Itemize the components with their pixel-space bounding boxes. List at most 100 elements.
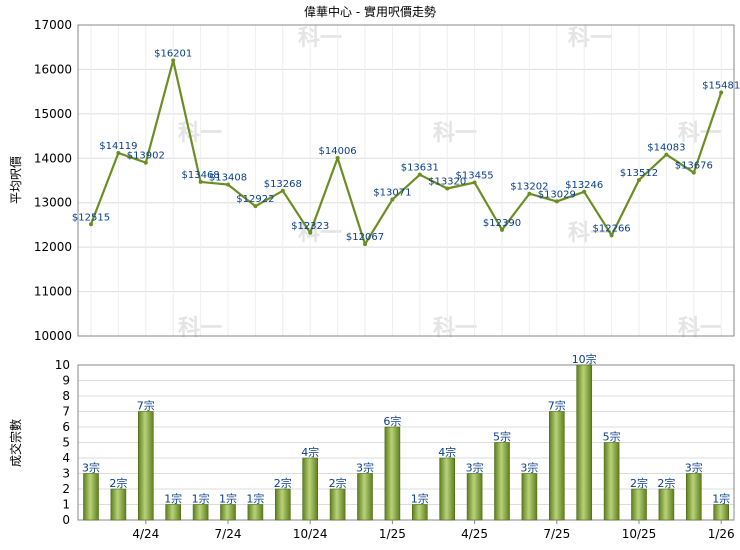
line-chart-y-ticks: 10000 11000 12000 13000 14000 15000 16000 17000 [34,18,72,343]
watermark-text: 科一 [178,316,222,341]
transaction-bar [576,364,593,521]
bar-chart-y-tick-label: 6 [62,420,70,434]
bar-chart-bars [83,364,730,521]
price-point [719,90,724,95]
line-chart-points [89,58,724,247]
price-label: $12067 [346,232,384,243]
transaction-label: 2宗 [329,476,347,490]
price-point [691,170,696,175]
transaction-bar [192,504,209,521]
bar-chart-y-tick-label: 2 [62,482,70,496]
price-point [89,222,93,227]
transaction-bar [494,442,510,521]
line-chart-y-tick-label: 16000 [34,62,72,76]
transaction-label: 6宗 [383,414,401,428]
transaction-bar [110,488,127,521]
price-point [280,188,285,193]
transaction-label: 1宗 [246,492,264,506]
price-point [253,204,258,209]
price-point [308,230,313,235]
price-point [143,160,148,165]
line-chart-frame [77,24,735,337]
chart-title: 偉華中心 - 實用呎價走勢 [304,4,436,19]
price-point [198,179,203,184]
transaction-label: 5宗 [493,430,511,444]
bar-chart-labels: 3宗 2宗 7宗 1宗 1宗 1宗 1宗 2宗 4宗 2宗 3宗 6宗 1宗 4宗 3宗 5宗 3宗 7宗 10宗 5… [82,352,730,506]
x-tick-label: 10/25 [622,527,657,541]
price-point [664,152,669,157]
price-point [582,189,587,194]
x-tick-label: 4/25 [461,527,488,541]
price-label: $16201 [154,48,192,59]
x-tick-label: 1/26 [708,527,735,541]
transaction-bar [685,473,702,521]
watermark-text: 科一 [568,26,612,51]
bar-chart-y-tick-label: 10 [55,358,70,372]
line-chart-y-tick-label: 14000 [34,151,72,165]
bar-chart-y-tick-label: 1 [62,498,70,512]
transaction-bar [83,473,99,521]
price-point [637,177,641,182]
bar-chart-y-tick-label: 0 [62,513,70,527]
price-point [609,233,614,238]
transaction-label: 1宗 [164,492,182,506]
price-line [89,59,723,246]
price-label: $13468 [182,170,220,181]
price-label: $14119 [99,141,137,152]
transaction-bar [357,473,373,521]
x-tick-label: 10/24 [293,527,328,541]
watermark-text: 科一 [433,121,477,146]
transaction-bar [713,504,730,521]
price-point [445,186,450,191]
bar-chart-y-ticks: 01 23 45 67 89 10 [55,358,70,527]
price-label: $14083 [647,143,685,154]
price-label: $13631 [401,163,439,174]
price-label: $15481 [702,80,740,91]
x-tick-label: 7/25 [543,527,570,541]
price-point [500,227,504,232]
bar-chart-y-label: 成交宗數 [8,419,23,467]
watermark-text: 科一 [678,121,722,146]
transaction-label: 3宗 [82,461,100,475]
price-label: $13246 [565,180,603,191]
price-label: $13268 [264,179,302,190]
transaction-label: 2宗 [657,476,675,490]
line-chart-y-tick-label: 11000 [34,285,72,299]
transaction-label: 2宗 [109,476,127,490]
watermark-text: 科一 [178,121,222,146]
line-chart-y-tick-label: 12000 [34,240,72,254]
transaction-bar [302,457,319,521]
bar-chart-frame [77,364,735,521]
price-point [363,242,367,247]
transaction-bar [603,442,620,521]
transaction-bar [384,426,401,521]
price-point [417,172,422,177]
transaction-label: 1宗 [712,492,730,506]
transaction-label: 2宗 [274,476,292,490]
line-chart-y-tick-label: 15000 [34,107,72,121]
transaction-label: 3宗 [685,461,703,475]
transaction-bar [274,488,291,521]
transaction-label: 2宗 [630,476,648,490]
transaction-bar [329,488,346,521]
bar-chart-y-tick-label: 4 [62,451,70,465]
x-axis-ticks: 4/24 7/24 10/24 1/25 4/25 7/25 10/25 1/26 [132,520,735,541]
price-point [390,197,395,202]
transaction-bar [411,504,428,521]
price-label: $13029 [538,189,576,200]
price-point [335,156,340,161]
transaction-bar [220,504,236,521]
price-label: $12323 [291,221,329,232]
transaction-label: 3宗 [466,461,484,475]
watermark-text: 科一 [433,316,477,341]
transaction-bar [548,411,565,521]
transaction-label: 10宗 [572,352,597,366]
transaction-label: 3宗 [356,461,374,475]
price-label: $13902 [127,151,165,162]
price-label: $12390 [483,218,521,229]
price-label: $14006 [319,146,357,157]
transaction-bar [658,488,675,521]
price-label: $13320 [428,176,466,187]
price-label: $13408 [209,173,247,184]
